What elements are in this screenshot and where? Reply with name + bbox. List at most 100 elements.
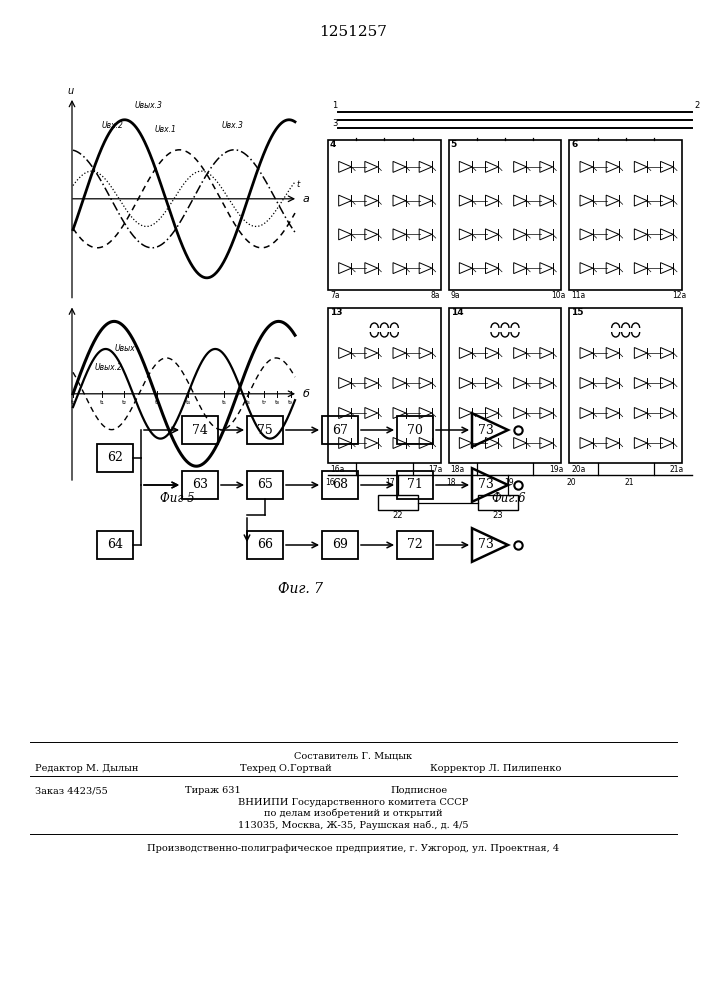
Bar	[449, 308, 561, 463]
Text: б: б	[303, 389, 310, 399]
Bar	[397, 531, 433, 559]
Text: 75: 75	[257, 424, 273, 436]
Text: 63: 63	[192, 479, 208, 491]
Text: 65: 65	[257, 479, 273, 491]
Text: 20а: 20а	[571, 465, 585, 474]
Bar	[478, 495, 518, 510]
Text: 66: 66	[257, 538, 273, 552]
Bar	[97, 444, 133, 472]
Text: 72: 72	[407, 538, 423, 552]
Text: 9а: 9а	[450, 291, 460, 300]
Text: по делам изобретений и открытий: по делам изобретений и открытий	[264, 809, 443, 818]
Text: 2: 2	[694, 101, 699, 110]
Bar	[182, 471, 218, 499]
Text: Редактор М. Дылын: Редактор М. Дылын	[35, 764, 139, 773]
Bar	[397, 416, 433, 444]
Text: 21а: 21а	[670, 465, 684, 474]
Text: 6: 6	[571, 140, 578, 149]
Bar	[182, 416, 218, 444]
Bar	[569, 308, 682, 463]
Text: Фиг. 7: Фиг. 7	[278, 582, 322, 596]
Text: 7а: 7а	[330, 291, 339, 300]
Bar	[397, 471, 433, 499]
Bar	[569, 140, 682, 290]
Text: t₈: t₈	[275, 400, 280, 405]
Text: 1: 1	[332, 101, 337, 110]
Bar	[322, 531, 358, 559]
Bar	[449, 140, 561, 290]
Text: 5: 5	[450, 140, 457, 149]
Text: t₃: t₃	[155, 400, 160, 405]
Text: t₂: t₂	[122, 400, 127, 405]
Text: Uвых.2: Uвых.2	[95, 363, 123, 372]
Bar	[247, 471, 283, 499]
Text: 14: 14	[450, 308, 463, 317]
Text: 8а: 8а	[431, 291, 440, 300]
Text: 73: 73	[479, 479, 494, 491]
Text: 10а: 10а	[551, 291, 566, 300]
Text: 19: 19	[504, 478, 514, 487]
Bar	[247, 416, 283, 444]
Text: Uвых: Uвых	[115, 344, 136, 353]
Text: 64: 64	[107, 538, 123, 552]
Bar	[247, 531, 283, 559]
Text: 21: 21	[625, 478, 634, 487]
Bar	[328, 308, 440, 463]
Text: Тираж 631: Тираж 631	[185, 786, 241, 795]
Text: t₄: t₄	[186, 400, 191, 405]
Text: t₅: t₅	[221, 400, 226, 405]
Text: 74: 74	[192, 424, 208, 436]
Text: t₁: t₁	[100, 400, 105, 405]
Text: 18а: 18а	[450, 465, 465, 474]
Text: 4: 4	[330, 140, 337, 149]
Text: 20: 20	[566, 478, 576, 487]
Text: а: а	[303, 194, 310, 204]
Text: 12а: 12а	[672, 291, 686, 300]
Bar	[328, 140, 440, 290]
Text: Составитель Г. Мыцык: Составитель Г. Мыцык	[294, 752, 412, 761]
Text: 22: 22	[393, 511, 403, 520]
Text: Uвых.3: Uвых.3	[135, 101, 163, 110]
Text: t: t	[296, 180, 300, 189]
Text: Заказ 4423/55: Заказ 4423/55	[35, 786, 107, 795]
Text: 113035, Москва, Ж-35, Раушская наб., д. 4/5: 113035, Москва, Ж-35, Раушская наб., д. …	[238, 820, 468, 830]
Text: Uвх.1: Uвх.1	[155, 125, 177, 134]
Text: 15: 15	[571, 308, 584, 317]
Text: Производственно-полиграфическое предприятие, г. Ужгород, ул. Проектная, 4: Производственно-полиграфическое предприя…	[147, 844, 559, 853]
Bar	[378, 495, 418, 510]
Text: Uвх.2: Uвх.2	[102, 121, 124, 130]
Text: 13: 13	[330, 308, 342, 317]
Text: Фиг.6: Фиг.6	[491, 492, 526, 505]
Text: 16а: 16а	[330, 465, 344, 474]
Text: 67: 67	[332, 424, 348, 436]
Text: 69: 69	[332, 538, 348, 552]
Text: 11а: 11а	[571, 291, 585, 300]
Text: Техред О.Гортвай: Техред О.Гортвай	[240, 764, 332, 773]
Text: 71: 71	[407, 479, 423, 491]
Text: Фиг 5: Фиг 5	[160, 492, 195, 505]
Text: 70: 70	[407, 424, 423, 436]
Text: 62: 62	[107, 451, 123, 464]
Text: 68: 68	[332, 479, 348, 491]
Text: 16: 16	[325, 478, 335, 487]
Bar	[322, 416, 358, 444]
Text: 73: 73	[479, 424, 494, 436]
Text: 3: 3	[332, 119, 337, 128]
Text: t₀: t₀	[71, 400, 76, 405]
Text: 17: 17	[385, 478, 395, 487]
Text: ВНИИПИ Государственного комитета СССР: ВНИИПИ Государственного комитета СССР	[238, 798, 468, 807]
Text: Корректор Л. Пилипенко: Корректор Л. Пилипенко	[430, 764, 561, 773]
Text: u: u	[67, 86, 73, 96]
Text: 18: 18	[446, 478, 455, 487]
Text: 1251257: 1251257	[319, 25, 387, 39]
Text: Подписное: Подписное	[390, 786, 447, 795]
Text: 73: 73	[479, 538, 494, 552]
Text: 19а: 19а	[549, 465, 563, 474]
Text: 17а: 17а	[428, 465, 443, 474]
Text: t₆: t₆	[246, 400, 251, 405]
Text: 23: 23	[493, 511, 503, 520]
Text: t₉: t₉	[288, 400, 293, 405]
Bar	[97, 531, 133, 559]
Text: t₇: t₇	[262, 400, 267, 405]
Text: Uвх.3: Uвх.3	[222, 121, 244, 130]
